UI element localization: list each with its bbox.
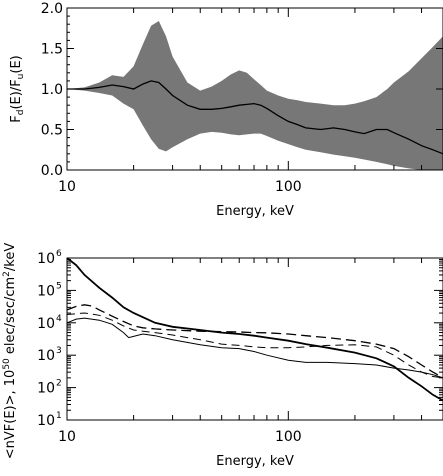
spectrum-y-tick-exponent: 3 — [56, 346, 62, 356]
ratio-x-tick-label: 100 — [275, 179, 302, 195]
spectrum-y-tick-label: 10 — [37, 381, 55, 397]
spectrum-x-tick-label: 10 — [58, 429, 76, 445]
spectrum-y-tick-exponent: 4 — [56, 314, 62, 324]
spectrum-y-tick-exponent: 1 — [56, 411, 62, 421]
spectrum-y-tick-label: 10 — [37, 251, 55, 267]
spectrum-y-tick-exponent: 5 — [56, 281, 62, 291]
ratio-y-tick-label: 0.5 — [41, 123, 63, 139]
ratio-x-axis-label: Energy, keV — [216, 204, 294, 219]
spectrum-x-axis-label: Energy, keV — [216, 454, 294, 469]
spectrum-y-tick-label: 10 — [37, 348, 55, 364]
ratio-uncertainty-band — [67, 21, 443, 170]
ratio-y-tick-label: 0.0 — [41, 163, 63, 179]
ratio-panel: 0.0 0.5 1.0 1.5 2.0 10 100 Energy, keV Fd(E)/F… — [9, 1, 443, 219]
ratio-y-axis-label: Fd(E)/Fu(E) — [9, 55, 26, 123]
spectrum-x-tick-label: 100 — [275, 429, 302, 445]
ratio-y-tick-label: 1.5 — [41, 42, 63, 58]
spectrum-line-thin — [67, 318, 443, 378]
ratio-y-tick-label: 2.0 — [41, 1, 63, 17]
spectrum-y-axis-label: <nVF(E)>, 1050 elec/sec/cm2/keV — [2, 243, 18, 460]
ratio-y-tick-label: 1.0 — [41, 82, 63, 98]
spectrum-y-tick-exponent: 2 — [56, 379, 62, 389]
spectrum-plot-area — [67, 258, 443, 401]
ratio-x-tick-label: 10 — [58, 179, 76, 195]
spectrum-y-tick-label: 10 — [37, 316, 55, 332]
spectrum-y-tick-label: 10 — [37, 413, 55, 429]
ratio-plot-area — [67, 21, 443, 170]
spectrum-y-tick-exponent: 6 — [56, 249, 62, 259]
spectrum-plot-frame — [67, 258, 443, 420]
spectrum-y-tick-label: 10 — [37, 283, 55, 299]
spectrum-line-dashed-lower — [67, 313, 443, 378]
spectrum-line-thick — [67, 258, 443, 401]
